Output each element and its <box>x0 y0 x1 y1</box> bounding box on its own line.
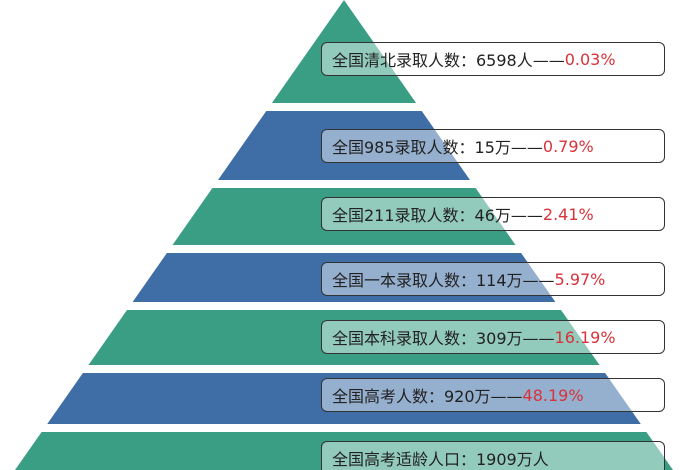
tier-label-box: 全国清北录取人数：6598人—— 0.03% <box>321 42 665 76</box>
tier-percent: 0.79% <box>542 136 594 156</box>
tier-label: 全国高考适龄人口：1909万人 <box>332 450 549 469</box>
pyramid-tier-1 <box>271 0 417 103</box>
tier-label: 全国一本录取人数：114万—— <box>332 271 555 290</box>
tier-percent: 0.03% <box>564 49 616 69</box>
tier-label-box: 全国本科录取人数：309万—— 16.19% <box>321 320 665 354</box>
tier-label: 全国985录取人数：15万—— <box>332 138 543 157</box>
tier-percent: 48.19% <box>522 385 584 405</box>
tier-percent: 2.41% <box>542 204 594 224</box>
tier-label: 全国211录取人数：46万—— <box>332 206 543 225</box>
tier-label: 全国高考人数：920万—— <box>332 387 523 406</box>
pyramid-tier-5 <box>88 310 600 365</box>
tier-label-box: 全国高考人数：920万—— 48.19% <box>321 378 665 412</box>
tier-label-box: 全国高考适龄人口：1909万人 <box>321 441 665 470</box>
tier-label: 全国清北录取人数：6598人—— <box>332 51 565 70</box>
tier-percent: 16.19% <box>554 327 616 347</box>
tier-label: 全国本科录取人数：309万—— <box>332 329 555 348</box>
tier-percent: 5.97% <box>554 269 606 289</box>
tier-label-box: 全国211录取人数：46万—— 2.41% <box>321 197 665 231</box>
tier-label-box: 全国一本录取人数：114万—— 5.97% <box>321 262 665 296</box>
pyramid-tier-4 <box>132 253 556 302</box>
tier-label-box: 全国985录取人数：15万—— 0.79% <box>321 129 665 163</box>
